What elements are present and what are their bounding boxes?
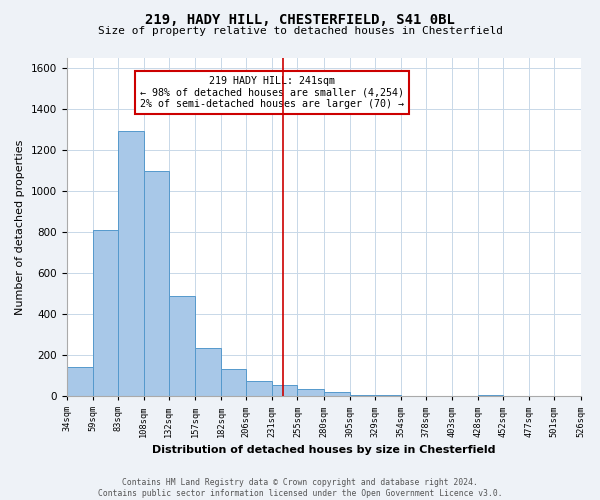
Bar <box>169 296 195 396</box>
Y-axis label: Number of detached properties: Number of detached properties <box>15 139 25 314</box>
Bar <box>272 385 298 396</box>
Text: Contains HM Land Registry data © Crown copyright and database right 2024.
Contai: Contains HM Land Registry data © Crown c… <box>98 478 502 498</box>
Bar <box>195 348 221 396</box>
Text: 219 HADY HILL: 241sqm
← 98% of detached houses are smaller (4,254)
2% of semi-de: 219 HADY HILL: 241sqm ← 98% of detached … <box>140 76 404 110</box>
Bar <box>375 395 401 396</box>
Text: Size of property relative to detached houses in Chesterfield: Size of property relative to detached ho… <box>97 26 503 36</box>
Bar <box>350 395 375 396</box>
Bar <box>67 368 92 396</box>
Bar <box>298 389 323 396</box>
X-axis label: Distribution of detached houses by size in Chesterfield: Distribution of detached houses by size … <box>152 445 495 455</box>
Bar <box>144 172 169 396</box>
Bar <box>323 392 350 396</box>
Bar <box>478 395 503 396</box>
Bar <box>118 132 144 396</box>
Bar <box>92 230 118 396</box>
Bar <box>221 370 246 396</box>
Bar <box>246 380 272 396</box>
Text: 219, HADY HILL, CHESTERFIELD, S41 0BL: 219, HADY HILL, CHESTERFIELD, S41 0BL <box>145 12 455 26</box>
